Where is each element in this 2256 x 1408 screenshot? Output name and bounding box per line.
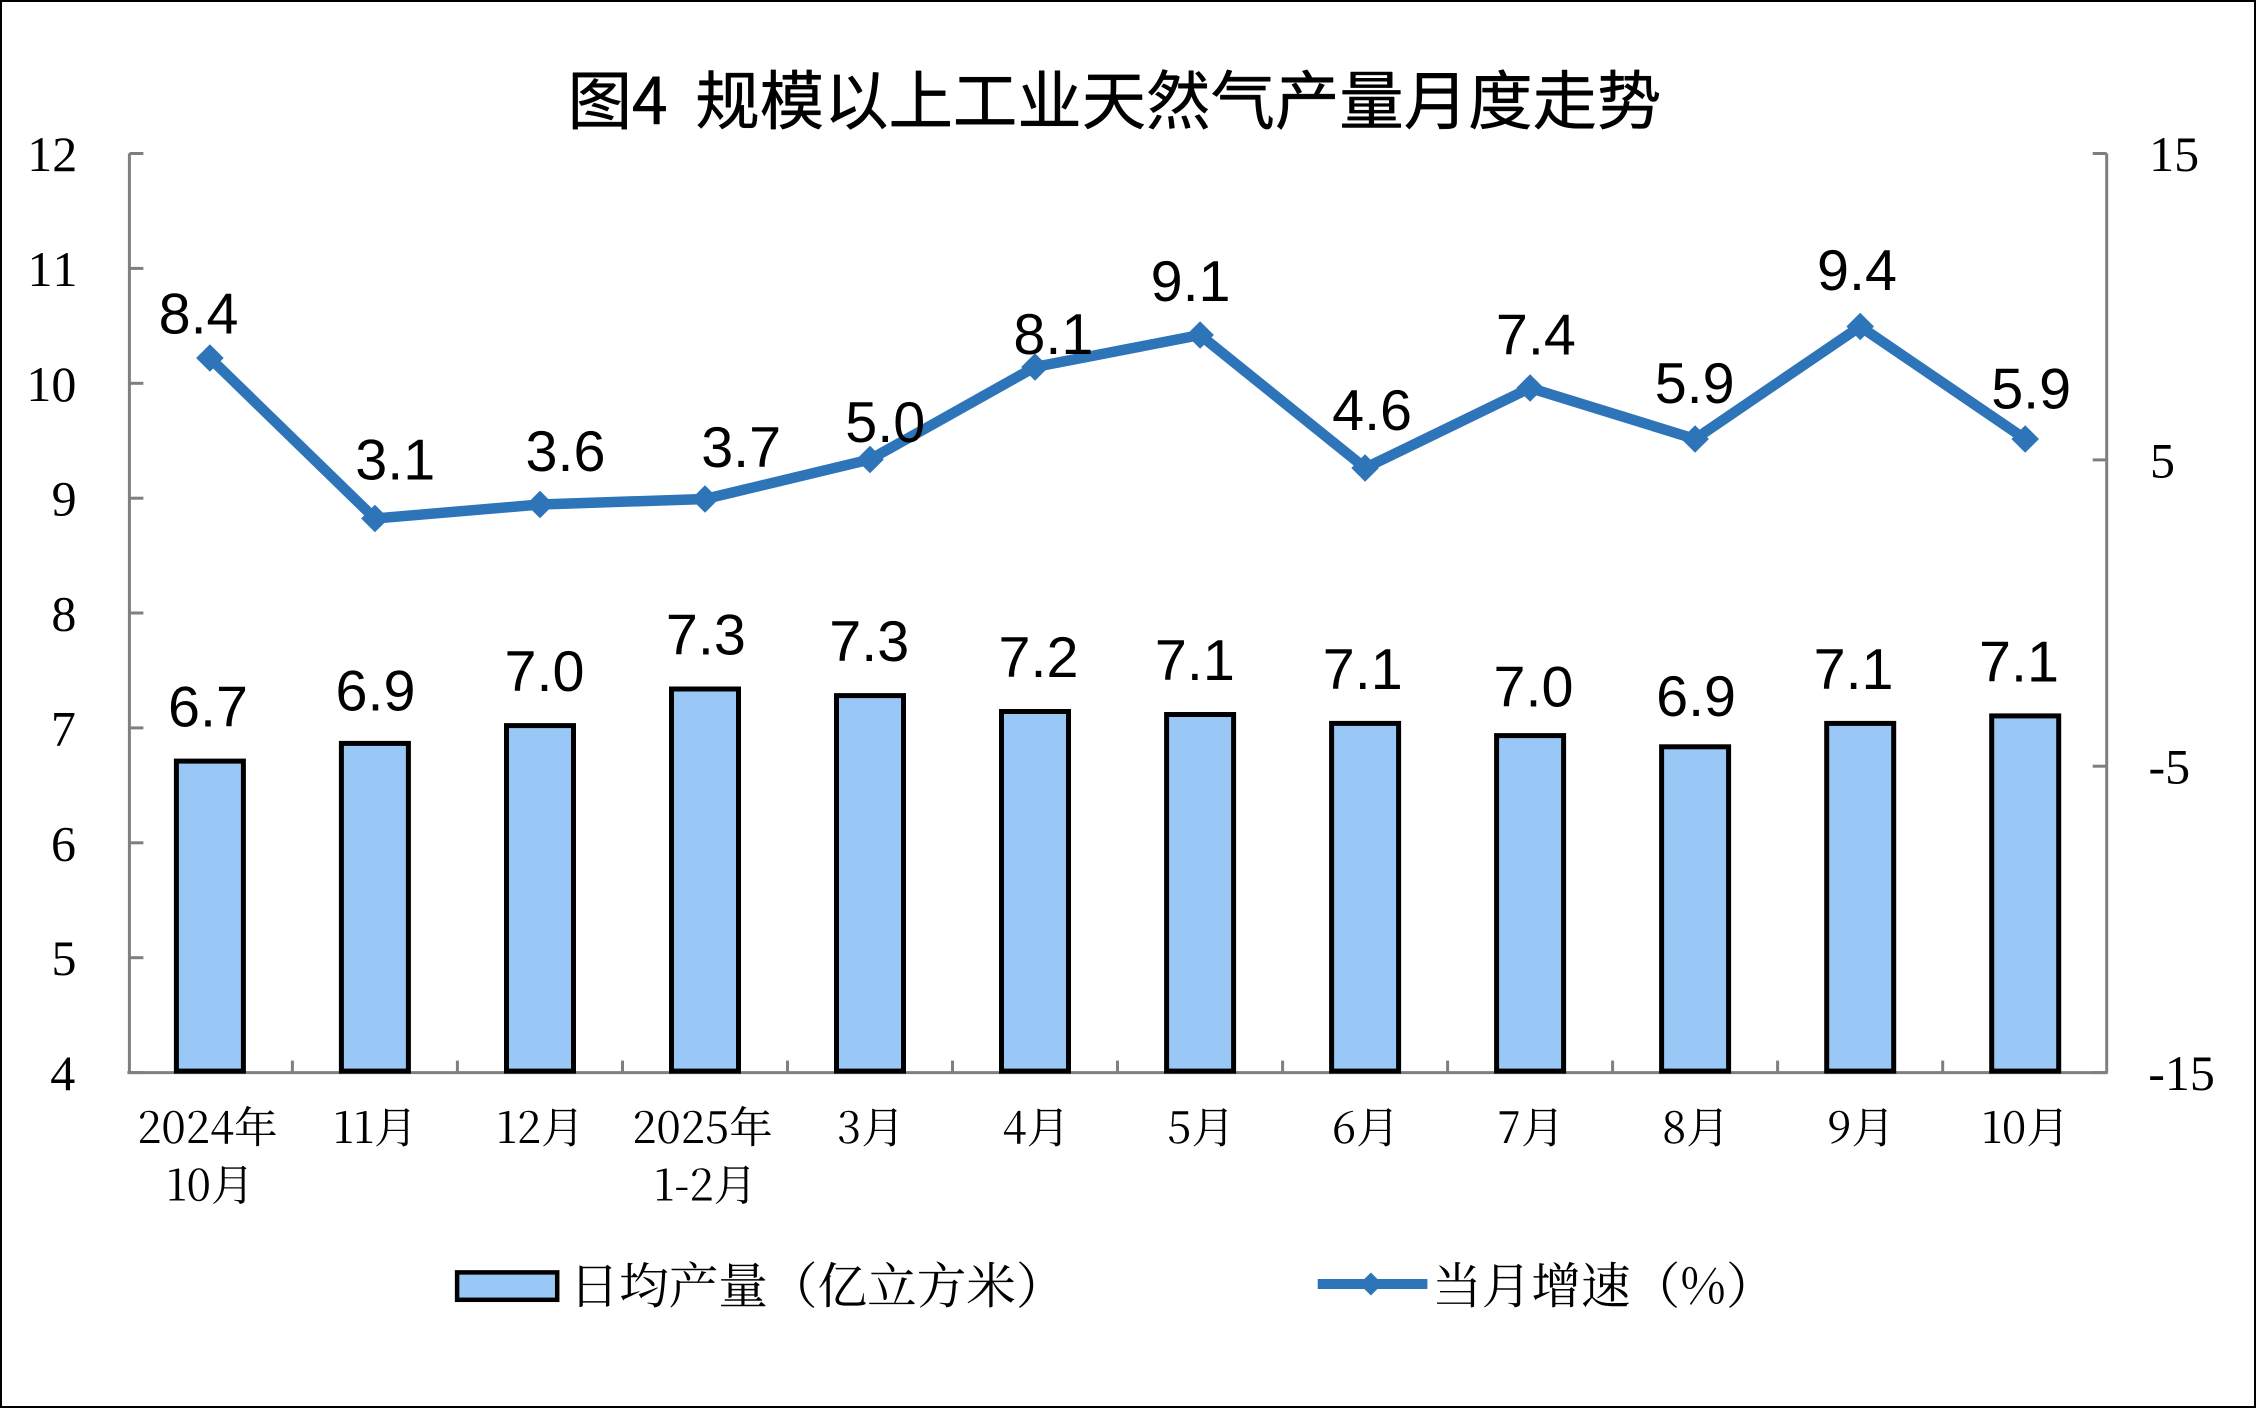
svg-text:7.3: 7.3 bbox=[666, 604, 746, 668]
svg-text:6.9: 6.9 bbox=[336, 659, 416, 723]
svg-text:-15: -15 bbox=[2148, 1045, 2215, 1101]
svg-text:6: 6 bbox=[51, 815, 76, 871]
svg-text:10: 10 bbox=[26, 356, 76, 412]
svg-text:3.1: 3.1 bbox=[355, 429, 435, 493]
svg-text:8.1: 8.1 bbox=[1013, 303, 1093, 367]
svg-text:7.1: 7.1 bbox=[1323, 638, 1403, 702]
svg-text:4: 4 bbox=[50, 1045, 75, 1101]
svg-text:7.2: 7.2 bbox=[999, 626, 1079, 690]
svg-text:-5: -5 bbox=[2149, 739, 2191, 795]
svg-text:7.4: 7.4 bbox=[1496, 304, 1576, 368]
svg-text:9.4: 9.4 bbox=[1817, 239, 1897, 303]
svg-text:7.1: 7.1 bbox=[1155, 629, 1235, 693]
svg-text:5.0: 5.0 bbox=[845, 391, 925, 455]
svg-text:7.0: 7.0 bbox=[505, 640, 585, 704]
svg-text:5: 5 bbox=[2150, 432, 2175, 488]
svg-text:8.4: 8.4 bbox=[159, 283, 239, 347]
svg-text:6.9: 6.9 bbox=[1656, 665, 1736, 729]
svg-text:5: 5 bbox=[52, 930, 77, 986]
svg-text:9: 9 bbox=[52, 471, 77, 527]
svg-text:15: 15 bbox=[2149, 126, 2199, 182]
svg-text:5.9: 5.9 bbox=[1991, 358, 2071, 422]
svg-text:6.7: 6.7 bbox=[168, 676, 248, 740]
svg-text:11: 11 bbox=[28, 241, 78, 297]
svg-text:9.1: 9.1 bbox=[1151, 250, 1231, 314]
svg-text:7.1: 7.1 bbox=[1814, 638, 1894, 702]
svg-text:7.0: 7.0 bbox=[1494, 656, 1574, 720]
svg-text:7.1: 7.1 bbox=[1979, 630, 2059, 694]
svg-text:12: 12 bbox=[27, 126, 77, 182]
svg-text:3.7: 3.7 bbox=[701, 416, 781, 480]
svg-text:7: 7 bbox=[51, 700, 76, 756]
svg-text:5.9: 5.9 bbox=[1655, 352, 1735, 416]
svg-text:3.6: 3.6 bbox=[526, 420, 606, 484]
svg-text:8: 8 bbox=[51, 586, 76, 642]
svg-text:7.3: 7.3 bbox=[829, 610, 909, 674]
svg-text:4.6: 4.6 bbox=[1332, 379, 1412, 443]
